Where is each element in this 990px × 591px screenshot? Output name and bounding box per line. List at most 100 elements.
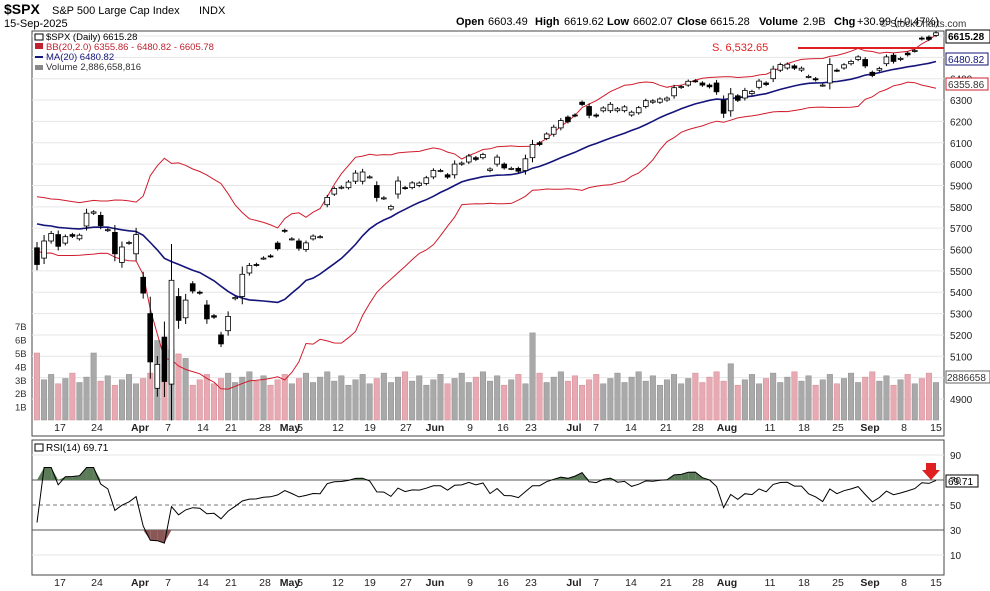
candle-body — [246, 265, 253, 274]
candle-body — [749, 91, 755, 94]
volume-bar — [90, 352, 97, 421]
candle-body — [189, 283, 196, 292]
volume-bar — [522, 383, 529, 421]
legend: $SPX (Daily) 6615.28 BB(20,2.0) 6355.86 … — [34, 32, 214, 73]
volume-bar — [685, 378, 692, 421]
volume-bar — [352, 379, 359, 421]
date-tick-label: 15 — [930, 577, 942, 589]
candlesticks — [34, 31, 939, 421]
volume-bar — [69, 372, 76, 421]
candle-body — [260, 257, 267, 260]
volume-tick-label: 6B — [15, 336, 27, 347]
volume-bar — [55, 383, 62, 421]
volume-bar — [819, 379, 826, 421]
volume-bar — [182, 358, 189, 421]
candle-body — [444, 174, 451, 178]
volume-bar — [366, 383, 373, 421]
candle-body — [83, 212, 90, 227]
volume-bar — [310, 382, 317, 421]
candle-body — [345, 181, 352, 189]
date-tick-label: Aug — [717, 577, 737, 589]
rsi-oversold-segment — [150, 530, 158, 541]
date-tick-label: 23 — [525, 422, 537, 434]
candle-body — [904, 52, 911, 56]
close-tag: 6615.28 — [948, 32, 985, 43]
candle-body — [756, 80, 762, 88]
volume-bar — [494, 375, 501, 421]
price-tick-label: 5900 — [950, 181, 973, 192]
candle-body — [713, 82, 720, 93]
date-tick-label: 25 — [832, 422, 844, 434]
candle-body — [897, 58, 904, 60]
volume-bar — [932, 382, 939, 421]
candle-body — [572, 114, 578, 117]
volume-bar — [437, 374, 444, 421]
volume-bar — [876, 380, 883, 421]
candle-body — [430, 170, 437, 178]
volume-bar — [848, 372, 855, 421]
volume-tag-box — [945, 370, 990, 384]
candle-body — [41, 240, 47, 259]
legend-volume-swatch — [35, 65, 43, 70]
price-tick-label: 4900 — [950, 395, 973, 406]
candle-body — [862, 59, 868, 67]
volume-bar — [260, 375, 267, 421]
rsi-overbought-segment — [79, 467, 87, 480]
candle-body — [359, 171, 366, 182]
volume-bar — [798, 380, 805, 421]
date-tick-label: 25 — [832, 577, 844, 589]
volume-bar — [395, 376, 402, 421]
exchange: INDX — [199, 5, 226, 17]
candle-body — [473, 157, 479, 160]
candle-body — [912, 50, 918, 52]
volume-bar — [246, 371, 253, 421]
volume-tick-label: 5B — [15, 349, 27, 360]
candle-body — [487, 168, 493, 171]
volume-bar — [897, 379, 904, 421]
volume-bar — [416, 375, 423, 421]
volume-bar — [345, 384, 352, 421]
candle-body — [643, 100, 649, 107]
candle-body — [380, 197, 387, 200]
date-tick-label: 21 — [660, 577, 672, 589]
date-tick-label: Apr — [131, 577, 149, 589]
bollinger-lower-band — [36, 81, 937, 390]
ma-tag-box — [945, 52, 989, 66]
volume-bar — [663, 379, 670, 421]
date-tick-label: 7 — [165, 577, 171, 589]
volume-bar — [295, 378, 302, 421]
candle-body — [692, 80, 699, 83]
date-tick-label: 7 — [593, 577, 599, 589]
volume-bar — [126, 374, 133, 421]
date-tick-label: May — [280, 577, 301, 589]
rsi-tick-label: 70 — [950, 476, 962, 487]
candle-body — [770, 68, 776, 80]
volume-bar — [253, 380, 260, 421]
date-tick-label: 15 — [930, 422, 942, 434]
date-tick-label: 18 — [798, 422, 810, 434]
bollinger-upper-band — [36, 34, 937, 229]
bb-lower-tag-box — [945, 77, 989, 91]
date-tick-label: 27 — [400, 422, 412, 434]
candle-body — [324, 196, 330, 206]
candle-body — [529, 144, 536, 159]
candle-body — [48, 233, 54, 242]
volume-bar — [862, 376, 869, 421]
volume-bar — [529, 332, 536, 421]
volume-bar — [218, 378, 225, 421]
date-tick-label: 8 — [901, 422, 907, 434]
volume-bar — [515, 374, 522, 421]
rsi-tag: 69.71 — [948, 477, 973, 488]
date-tick-label: Jun — [426, 422, 445, 434]
ohlc-header: Open 6603.49 High 6619.62 Low 6602.07 Cl… — [456, 16, 939, 28]
volume-bar — [579, 384, 586, 421]
candle-body — [175, 296, 182, 321]
open-label: Open — [456, 16, 484, 28]
volume-bar — [41, 379, 48, 421]
rsi-overbought-segment — [44, 467, 52, 480]
candle-body — [593, 114, 599, 117]
volume-bar — [501, 384, 508, 421]
candle-body — [607, 103, 614, 112]
